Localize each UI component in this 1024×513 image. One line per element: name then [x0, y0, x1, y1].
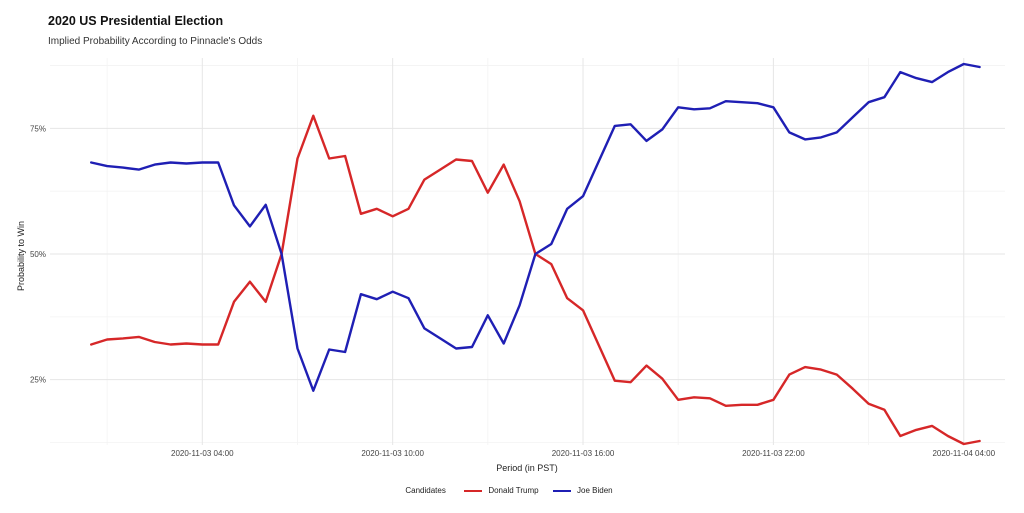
series-line-trump: [89, 114, 981, 446]
legend-label-biden: Joe Biden: [577, 486, 613, 496]
series-line-biden: [89, 62, 981, 392]
grid-lines: [50, 58, 1005, 445]
legend-swatch-biden: [552, 489, 571, 492]
legend-title: Candidates: [405, 486, 446, 496]
x-axis-title: Period (in PST): [496, 463, 558, 473]
y-tick-label: 75%: [30, 124, 46, 133]
x-tick-label: 2020-11-03 22:00: [742, 449, 805, 458]
y-tick-label: 25%: [30, 376, 46, 385]
series-layer: [89, 62, 981, 446]
legend-label-trump: Donald Trump: [488, 486, 539, 496]
y-tick-label: 50%: [30, 250, 46, 259]
legend: Candidates Donald Trump Joe Biden: [0, 486, 1024, 495]
x-tick-label: 2020-11-03 10:00: [361, 449, 424, 458]
chart-title: 2020 US Presidential Election: [48, 14, 224, 28]
chart-subtitle: Implied Probability According to Pinnacl…: [48, 36, 263, 47]
x-tick-label: 2020-11-03 16:00: [552, 449, 615, 458]
tick-labels: 2020-11-03 04:00 2020-11-03 10:00 2020-11-…: [30, 124, 996, 458]
x-tick-label: 2020-11-04 04:00: [932, 449, 995, 458]
x-tick-label: 2020-11-03 04:00: [171, 449, 234, 458]
legend-swatch-trump: [464, 489, 483, 492]
y-axis-title: Probability to Win: [16, 221, 26, 291]
